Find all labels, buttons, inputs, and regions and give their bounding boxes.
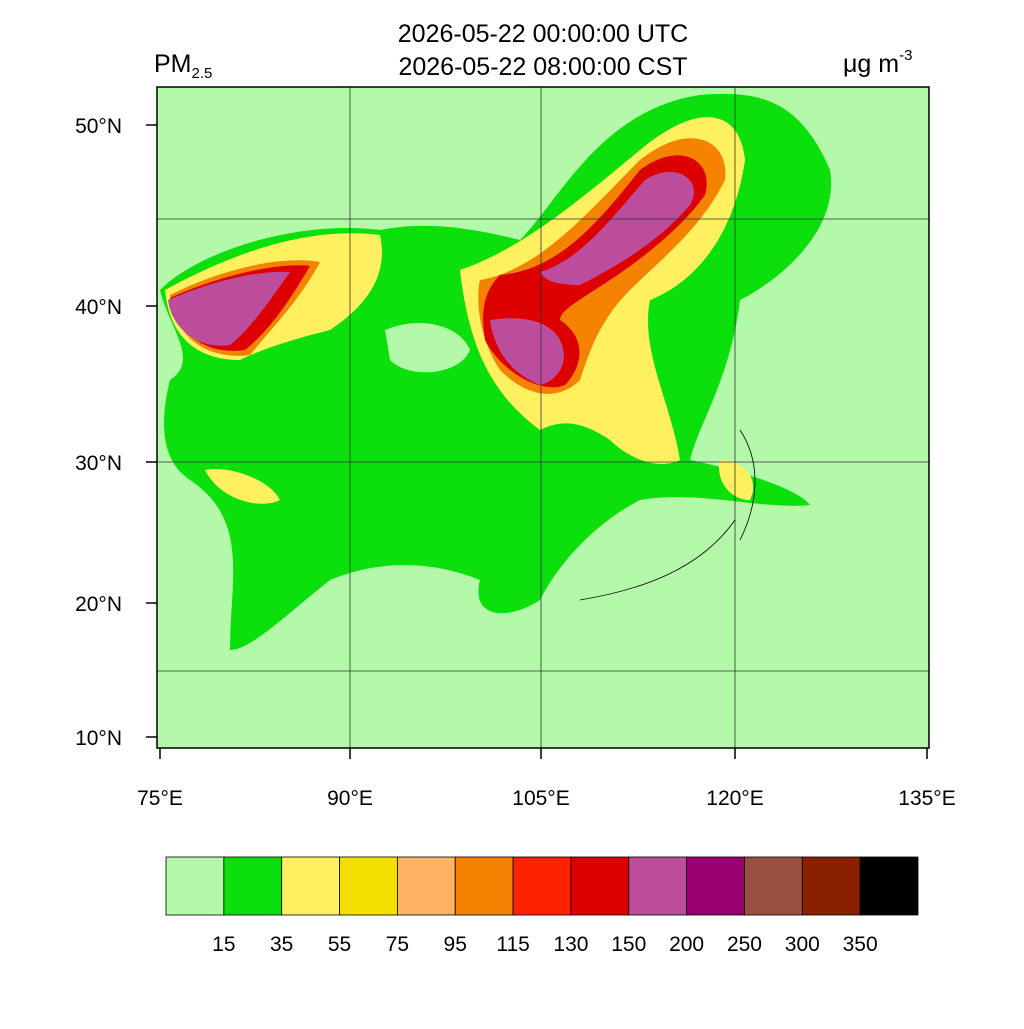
title-utc: 2026-05-22 00:00:00 UTC xyxy=(398,20,688,48)
lon-label: 120°E xyxy=(706,787,763,810)
colorbar-box xyxy=(396,856,456,916)
axis-ticks: 50°N 40°N 30°N 20°N 10°N 75°E 90°E 105°E 120°E 13… xyxy=(75,115,956,810)
field-orange xyxy=(170,138,726,394)
colorbar-label: 300 xyxy=(785,933,820,956)
field-light-hole xyxy=(385,322,470,373)
colorbar-box xyxy=(165,856,225,916)
lon-label: 105°E xyxy=(512,787,569,810)
field-purple xyxy=(168,171,694,385)
colorbar-box xyxy=(686,856,745,916)
variable-name: PM xyxy=(154,50,192,78)
title-cst: 2026-05-22 08:00:00 CST xyxy=(398,53,687,81)
graticule xyxy=(157,87,929,748)
colorbar-label: 150 xyxy=(611,933,646,956)
lon-label: 90°E xyxy=(327,787,373,810)
lat-label: 10°N xyxy=(75,727,122,750)
variable: PM2.5 xyxy=(154,50,212,82)
colorbar-label: 250 xyxy=(727,933,762,956)
colorbar-label: 55 xyxy=(328,933,351,956)
colorbar-label: 15 xyxy=(212,933,235,956)
pm-field xyxy=(157,87,929,748)
colorbar-box xyxy=(628,856,688,916)
colorbar-label: 130 xyxy=(553,933,588,956)
coastline xyxy=(579,429,756,601)
colorbar: 15 35 55 75 95 115 130 150 200 250 300 350 xyxy=(165,856,919,956)
lat-label: 30°N xyxy=(75,452,122,475)
lon-label: 135°E xyxy=(898,787,955,810)
colorbar-label: 75 xyxy=(386,933,409,956)
colorbar-label: 350 xyxy=(843,933,878,956)
colorbar-box xyxy=(339,856,398,916)
grid-lines xyxy=(157,87,929,748)
lat-label: 20°N xyxy=(75,593,122,616)
colorbar-label: 115 xyxy=(496,933,529,956)
variable-sub: 2.5 xyxy=(192,65,213,82)
colorbar-box xyxy=(859,856,919,916)
colorbar-box xyxy=(570,856,630,916)
colorbar-label: 35 xyxy=(270,933,293,956)
colorbar-box xyxy=(744,856,803,916)
units: μg m-3 xyxy=(843,47,912,78)
map-frame xyxy=(156,86,930,749)
colorbar-label: 200 xyxy=(669,933,704,956)
colorbar-box xyxy=(223,856,283,916)
lat-label: 50°N xyxy=(75,115,122,138)
colorbar-box xyxy=(454,856,514,916)
colorbar-box xyxy=(801,856,861,916)
colorbar-box xyxy=(512,856,572,916)
units-text: μg m xyxy=(843,50,899,78)
colorbar-label: 95 xyxy=(444,933,467,956)
units-sup: -3 xyxy=(899,47,912,64)
colorbar-box xyxy=(281,856,340,916)
lon-label: 75°E xyxy=(137,787,183,810)
lat-label: 40°N xyxy=(75,296,122,319)
